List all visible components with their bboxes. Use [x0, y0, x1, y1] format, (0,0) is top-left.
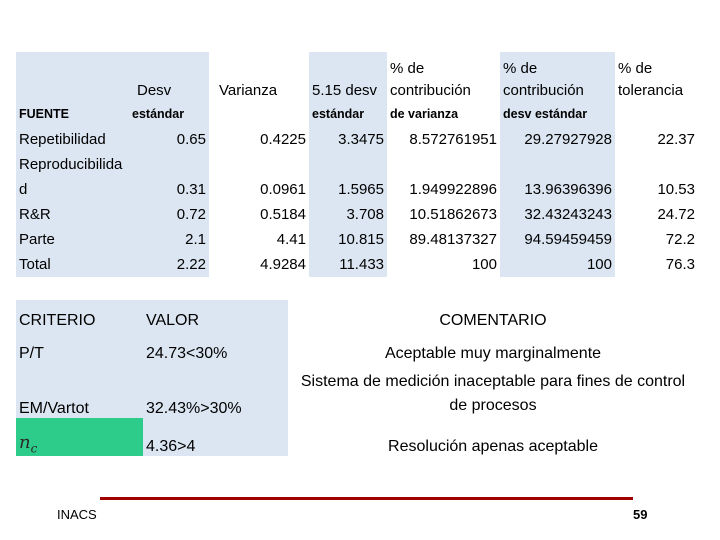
comentario-header: COMENTARIO: [439, 312, 547, 329]
criterio-cell-nc: ncnc: [16, 418, 143, 456]
table-row: Total 2.22 4.9284 11.433 100 100 76.3: [16, 252, 698, 277]
criteria-row: ncnc 4.36>4 Resolución apenas aceptable: [16, 418, 698, 456]
std-cell: 0.31: [129, 152, 209, 202]
criteria-row: P/T 24.73<30% Aceptable muy marginalment…: [16, 330, 698, 363]
source-cell: Repetibilidad: [16, 127, 129, 152]
source-cell: Parte: [16, 227, 129, 252]
gage-rr-table: Desv Varianza 5.15 desv % de contribució…: [16, 52, 698, 277]
criterio-cell: EM/Vartot: [16, 363, 143, 418]
pct-tol-cell: 72.2: [665, 231, 695, 248]
header-row-1: Desv Varianza 5.15 desv % de contribució…: [16, 52, 698, 102]
pct-var-cell: 100: [471, 256, 497, 273]
valor-cell: 32.43%>30%: [143, 363, 288, 418]
pct-tol-cell: 22.37: [657, 131, 695, 148]
table-row: Reproducibilidad 0.31 0.0961 1.5965 1.94…: [16, 152, 698, 202]
table-row: Parte 2.1 4.41 10.815 89.48137327 94.594…: [16, 227, 698, 252]
comentario-cell: Resolución apenas aceptable: [388, 438, 598, 455]
pct-std-cell: 29.27927928: [500, 127, 615, 152]
pct-var-cell: 8.572761951: [409, 131, 497, 148]
desv515-cell: 1.5965: [309, 152, 387, 202]
source-cell: Total: [16, 252, 129, 277]
footer-label: INACS: [57, 507, 97, 522]
valor-cell: 4.36>4: [143, 418, 288, 456]
pct-tol-cell: 24.72: [657, 206, 695, 223]
var-cell: 0.4225: [260, 131, 306, 148]
header-cell: [615, 102, 698, 127]
var-cell: 0.5184: [260, 206, 306, 223]
valor-header: VALOR: [143, 300, 288, 330]
pct-std-cell: 94.59459459: [500, 227, 615, 252]
pct-std-cell: 32.43243243: [500, 202, 615, 227]
table-row: Repetibilidad 0.65 0.4225 3.3475 8.57276…: [16, 127, 698, 152]
pct-var-cell: 89.48137327: [409, 231, 497, 248]
desv515-cell: 11.433: [309, 252, 387, 277]
header-row-2: FUENTE estándar estándar de varianza des…: [16, 102, 698, 127]
std-cell: 0.65: [129, 127, 209, 152]
header-cell: Desv: [129, 52, 209, 102]
criterio-cell: P/T: [16, 330, 143, 363]
desv515-cell: 3.708: [309, 202, 387, 227]
header-cell: estándar: [129, 102, 209, 127]
header-cell: Varianza: [219, 82, 278, 99]
header-cell: estándar: [309, 102, 387, 127]
criteria-header-row: CRITERIO VALOR COMENTARIO: [16, 300, 698, 330]
source-cell: R&R: [16, 202, 129, 227]
pct-std-cell: 100: [500, 252, 615, 277]
pct-var-cell: 10.51862673: [409, 206, 497, 223]
page-number: 59: [633, 507, 648, 522]
footer-rule: [100, 497, 633, 500]
var-cell: 0.0961: [260, 181, 306, 198]
criterio-header: CRITERIO: [16, 300, 143, 330]
header-cell: % de contribución: [500, 52, 615, 102]
header-cell: % de tolerancia: [618, 60, 684, 99]
header-cell: [16, 52, 129, 102]
header-cell: [209, 102, 309, 127]
pct-var-cell: 1.949922896: [409, 181, 497, 198]
var-cell: 4.9284: [260, 256, 306, 273]
std-cell: 2.1: [129, 227, 209, 252]
header-cell-fuente: FUENTE: [16, 102, 129, 127]
std-cell: 0.72: [129, 202, 209, 227]
pct-tol-cell: 76.3: [665, 256, 695, 273]
header-cell: % de contribución: [390, 60, 471, 99]
table-row: R&R 0.72 0.5184 3.708 10.51862673 32.432…: [16, 202, 698, 227]
desv515-cell: 3.3475: [309, 127, 387, 152]
criteria-table: CRITERIO VALOR COMENTARIO P/T 24.73<30% …: [16, 300, 698, 456]
header-cell: de varianza: [390, 107, 459, 121]
header-cell: 5.15 desv: [309, 52, 387, 102]
pct-std-cell: 13.96396396: [500, 152, 615, 202]
std-cell: 2.22: [129, 252, 209, 277]
desv515-cell: 10.815: [309, 227, 387, 252]
source-cell: Reproducibilidad: [16, 152, 129, 202]
comentario-cell: Sistema de medición inaceptable para fin…: [300, 373, 686, 414]
valor-cell: 24.73<30%: [143, 330, 288, 363]
header-cell: desv estándar: [500, 102, 615, 127]
comentario-cell: Aceptable muy marginalmente: [384, 345, 602, 362]
var-cell: 4.41: [276, 231, 306, 248]
pct-tol-cell: 10.53: [657, 181, 695, 198]
criteria-row: EM/Vartot 32.43%>30% Sistema de medición…: [16, 363, 698, 418]
